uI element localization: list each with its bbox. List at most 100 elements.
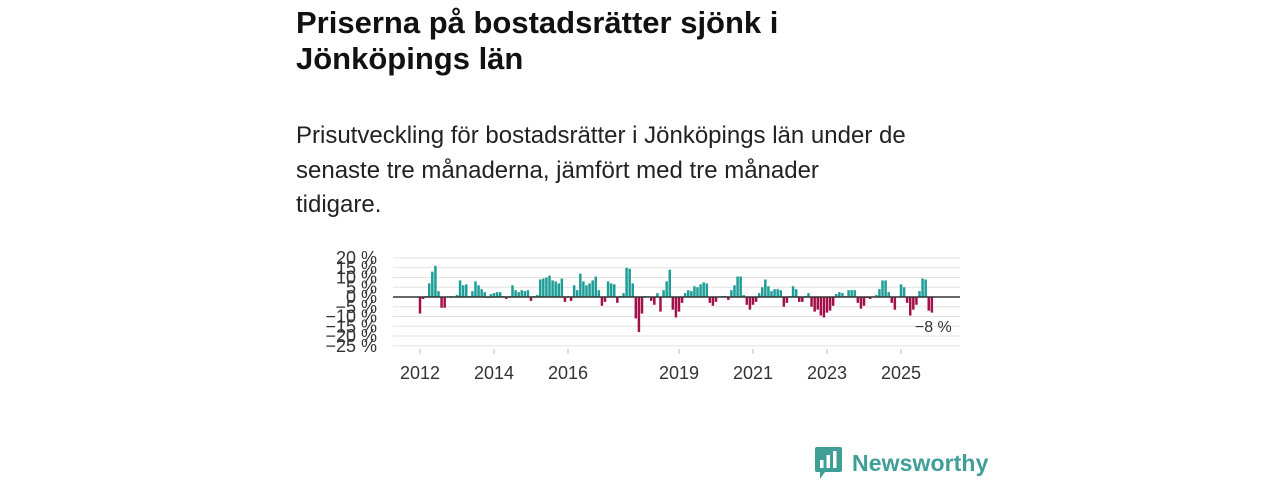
bar [579,273,582,297]
bar [733,285,736,297]
newsworthy-logo[interactable]: Newsworthy [814,446,988,480]
x-tick-label: 2014 [474,363,514,383]
bar [588,283,591,297]
bar [677,297,681,312]
bar [609,283,613,297]
bar [616,297,619,303]
bar [613,284,616,297]
y-tick-label: −25 % [325,336,377,356]
bar [764,279,767,297]
bar [665,281,668,297]
bar [582,281,585,297]
bars [418,265,934,333]
bar [517,292,520,298]
bar [770,291,773,297]
logo-text: Newsworthy [852,449,989,476]
bar [557,283,560,297]
y-tick-label: 5 % [346,277,377,297]
y-tick-label: 15 % [336,258,377,278]
bar [887,292,890,298]
y-tick-label: 20 % [336,248,377,268]
bar [563,297,567,302]
bar [492,293,496,297]
bar [915,297,918,305]
bar [680,297,684,303]
bar [572,285,576,297]
bar [520,290,523,297]
chart-subtitle-line-2: senaste tre månaderna, jämfört med tre m… [296,156,819,184]
bar [902,287,906,297]
bar [875,295,878,297]
bar [761,287,764,297]
bar [511,285,514,297]
bar [825,297,829,313]
bar [431,271,434,297]
bar [628,268,631,297]
bar [899,284,903,297]
x-tick-label: 2023 [807,363,847,383]
bar [773,289,776,297]
bar [702,282,705,298]
chart-subtitle-line-1: Prisutveckling för bostadsrätter i Jönkö… [296,122,906,149]
bar [813,297,816,312]
bar [921,278,924,297]
bar [440,297,443,308]
bar [791,286,795,297]
bar [443,297,446,308]
bar [474,281,477,297]
bar [868,297,872,299]
bar [505,297,508,299]
bar [455,295,459,297]
bar [545,277,548,297]
bar [850,290,853,297]
bar [748,297,752,310]
bar [828,297,832,311]
bar [594,276,597,297]
bar [810,297,813,307]
y-axis: 20 %15 %10 %5 %0 %−5 %−10 %−15 %−20 %−25… [325,248,377,356]
bar [668,269,671,297]
y-tick-label: −10 % [325,307,377,327]
bar [708,297,712,303]
bar [794,289,798,297]
last-value-label: −8 % [915,319,952,336]
bar [782,297,786,307]
bar [690,291,693,297]
bar [640,297,644,314]
bar [798,297,801,302]
bar [597,290,601,297]
bar [634,297,638,319]
bar [551,280,554,297]
bar [483,292,486,298]
chart-subtitle-line-3: tidigare. [296,191,382,218]
bar [714,297,718,302]
bar [831,297,835,306]
bar [625,267,628,297]
bar [927,297,930,311]
bar [480,289,483,297]
bar [600,297,604,306]
x-axis: 2012 2014 2016 2019 2021 2023 2025 [400,349,921,383]
bar [841,293,844,297]
chart-title: Priserna på bostadsrätter sjönk i Jönköp… [296,5,778,77]
y-tick-label: −15 % [325,316,377,336]
bar [736,276,739,297]
bar [859,297,863,309]
bar [542,278,545,297]
bar [606,281,610,297]
bar [801,297,804,302]
bar [930,297,934,313]
y-tick-label: −5 % [335,297,377,317]
bar [853,290,856,297]
bar [687,290,690,297]
bar [757,293,761,297]
bar [576,290,579,297]
bar [434,265,437,297]
bar-chart-speech-icon [815,447,842,479]
bar [909,297,912,316]
bar [421,297,425,299]
bar [560,278,564,297]
bar [622,293,625,297]
bar [428,283,431,297]
chart-subtitle: Prisutveckling för bostadsrätter i Jönkö… [296,119,906,223]
